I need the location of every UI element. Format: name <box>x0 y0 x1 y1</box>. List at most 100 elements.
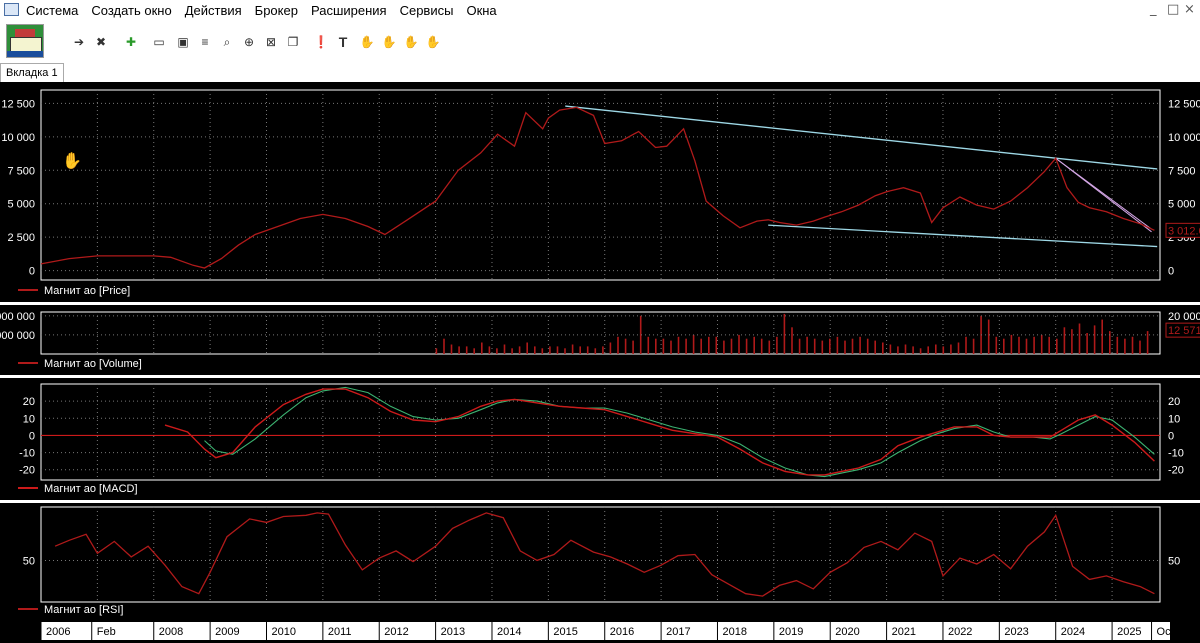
menu-item-1[interactable]: Создать окно <box>91 3 172 18</box>
panel-frame-3 <box>40 506 1161 603</box>
volume-bar <box>534 346 536 354</box>
add-window-icon[interactable]: ✚ <box>125 35 137 49</box>
macd-line <box>164 388 1155 476</box>
price-tick-left: 5 000 <box>7 199 35 211</box>
window-icon[interactable]: ▣ <box>177 35 189 49</box>
volume-bar <box>526 342 528 354</box>
volume-bar <box>685 338 687 354</box>
panel-separator-2 <box>0 500 1200 503</box>
connect-icon[interactable]: ➔ <box>73 35 85 49</box>
x-axis-label: 2009 <box>215 626 239 638</box>
volume-bar <box>1010 334 1013 354</box>
volume-bar <box>738 334 740 354</box>
close-chart-icon[interactable]: ⊠ <box>265 35 277 49</box>
volume-bar <box>1063 327 1066 354</box>
close-button[interactable]: × <box>1184 2 1195 17</box>
x-axis-label: 2011 <box>328 626 352 638</box>
text-tool-icon[interactable]: T <box>338 34 348 50</box>
volume-bar <box>708 336 710 354</box>
menu-item-3[interactable]: Брокер <box>254 3 298 18</box>
macd-tick-left: 10 <box>23 413 35 425</box>
volume-bar <box>1131 336 1134 354</box>
chart-area[interactable]: 12 500 12 500 10 000 10 000 7 500 7 500 5 000 5… <box>0 82 1200 643</box>
volume-bar <box>972 338 975 354</box>
volume-last-value-box <box>1165 322 1200 338</box>
x-axis-label: 2008 <box>159 626 183 638</box>
volume-bar <box>541 348 544 354</box>
app-icon <box>4 3 19 16</box>
hand-2-icon[interactable]: ✋ <box>381 35 397 49</box>
chart-icon[interactable]: ▭ <box>153 35 165 49</box>
panel-frame-0 <box>40 89 1161 281</box>
x-axis-label: 2006 <box>46 626 70 638</box>
volume-bar <box>874 340 876 354</box>
zoom-icon[interactable]: ⊕ <box>243 35 255 49</box>
terminal-icon[interactable] <box>6 24 44 58</box>
volume-bar <box>1071 329 1073 354</box>
volume-bar <box>1146 331 1149 354</box>
copy-icon[interactable]: ❐ <box>287 35 299 49</box>
x-axis-label: 2020 <box>835 626 859 638</box>
price-tick-left: 0 <box>29 266 35 278</box>
menu-item-6[interactable]: Окна <box>466 3 497 18</box>
maximize-button[interactable]: □ <box>1167 2 1180 17</box>
menu-items: Система Создать окно Действия Брокер Расшире… <box>26 3 497 18</box>
volume-tick-left: 10 000 000 <box>0 330 35 342</box>
hand-4-icon[interactable]: ✋ <box>425 35 441 49</box>
menu-item-0[interactable]: Система <box>26 3 79 18</box>
price-series-line <box>40 106 1155 269</box>
minimize-button[interactable]: _ <box>1150 2 1157 17</box>
volume-legend: Магнит ао [Volume] <box>44 358 142 370</box>
volume-bar <box>511 348 513 354</box>
menu-item-5[interactable]: Сервисы <box>399 3 454 18</box>
volume-bar <box>760 338 763 354</box>
volume-bar <box>987 319 990 354</box>
search-chart-icon[interactable]: ⌕ <box>223 34 231 49</box>
x-axis-label: 2021 <box>892 626 916 638</box>
volume-bar <box>1078 323 1081 354</box>
macd-tick-left: 20 <box>23 396 35 408</box>
volume-bar <box>602 346 604 354</box>
volume-bar <box>965 336 967 354</box>
hand-icon[interactable]: ✋ <box>359 35 375 49</box>
volume-bar <box>1093 325 1096 354</box>
macd-tick-left: -20 <box>19 465 35 477</box>
x-axis-label: 2022 <box>948 626 972 638</box>
volume-bar <box>798 338 801 354</box>
list-icon[interactable]: ≡ <box>201 35 209 49</box>
price-tick-right: 0 <box>1168 266 1174 278</box>
volume-bar <box>677 336 680 354</box>
menu-bar: Система Создать окно Действия Брокер Расшире… <box>0 0 1200 22</box>
volume-bar <box>813 338 816 354</box>
volume-bar <box>851 338 854 354</box>
volume-bar <box>1040 334 1043 354</box>
volume-bar <box>1124 338 1126 354</box>
trend-line-upper <box>565 105 1158 170</box>
rsi-legend: Магнит ао [RSI] <box>44 604 123 616</box>
volume-bar <box>821 340 824 354</box>
volume-bar <box>586 346 589 354</box>
x-axis-label: Oct <box>1157 626 1174 638</box>
x-axis-label: 2024 <box>1061 626 1085 638</box>
menu-item-2[interactable]: Действия <box>184 3 242 18</box>
volume-bar <box>1109 331 1111 354</box>
volume-bar <box>776 336 778 354</box>
info-icon[interactable]: ❗ <box>313 35 329 49</box>
volume-bar <box>692 334 695 354</box>
volume-bar <box>1025 338 1028 354</box>
panel-separator-0 <box>0 302 1200 305</box>
tab-1[interactable]: Вкладка 1 <box>0 63 64 82</box>
hand-3-icon[interactable]: ✋ <box>403 35 419 49</box>
volume-bar <box>844 340 846 354</box>
panel-frame-1 <box>40 311 1161 355</box>
macd-tick-left: 0 <box>29 430 35 442</box>
volume-bar <box>465 346 468 354</box>
menu-item-4[interactable]: Расширения <box>310 3 387 18</box>
volume-bar <box>518 346 521 354</box>
volume-bar <box>783 313 786 354</box>
disconnect-icon[interactable]: ✖ <box>95 35 107 49</box>
volume-bar <box>443 338 445 354</box>
volume-bar <box>1056 338 1058 354</box>
price-legend: Магнит ао [Price] <box>44 285 130 297</box>
